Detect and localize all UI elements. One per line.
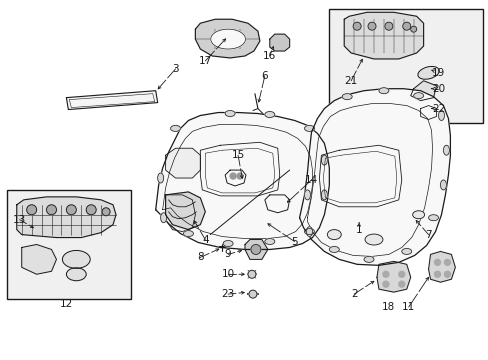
Text: 17: 17 xyxy=(198,56,211,66)
Circle shape xyxy=(382,281,388,287)
Text: 20: 20 xyxy=(431,84,444,94)
Text: 16: 16 xyxy=(263,51,276,61)
Bar xyxy=(7,190,131,299)
Polygon shape xyxy=(165,192,205,230)
Polygon shape xyxy=(155,113,328,249)
Text: 5: 5 xyxy=(291,237,297,247)
Ellipse shape xyxy=(326,230,341,239)
Polygon shape xyxy=(165,195,195,231)
Circle shape xyxy=(444,271,449,277)
Circle shape xyxy=(247,270,255,278)
Circle shape xyxy=(398,271,404,277)
Ellipse shape xyxy=(183,231,193,237)
Ellipse shape xyxy=(161,213,166,223)
Circle shape xyxy=(444,260,449,265)
Ellipse shape xyxy=(210,29,245,49)
Polygon shape xyxy=(427,251,454,282)
Text: 13: 13 xyxy=(13,215,26,225)
Polygon shape xyxy=(21,244,56,274)
Polygon shape xyxy=(66,91,157,109)
Text: 23: 23 xyxy=(221,289,234,299)
Polygon shape xyxy=(195,19,259,58)
Ellipse shape xyxy=(440,180,446,190)
Ellipse shape xyxy=(413,93,423,99)
Polygon shape xyxy=(299,89,449,265)
Circle shape xyxy=(434,271,440,277)
Ellipse shape xyxy=(66,268,86,281)
Ellipse shape xyxy=(401,248,411,255)
Circle shape xyxy=(27,205,37,215)
Text: 3: 3 xyxy=(172,64,179,74)
Circle shape xyxy=(384,22,392,30)
Polygon shape xyxy=(224,170,245,186)
Ellipse shape xyxy=(412,211,424,219)
Ellipse shape xyxy=(170,125,180,131)
Ellipse shape xyxy=(365,234,382,245)
Circle shape xyxy=(237,173,243,179)
Ellipse shape xyxy=(427,215,438,221)
Polygon shape xyxy=(165,148,200,178)
Circle shape xyxy=(86,205,96,215)
Text: 14: 14 xyxy=(304,175,318,185)
Text: 6: 6 xyxy=(261,71,267,81)
Polygon shape xyxy=(269,34,289,51)
Polygon shape xyxy=(410,81,436,100)
Text: 4: 4 xyxy=(202,234,208,244)
Ellipse shape xyxy=(321,155,326,165)
Text: 11: 11 xyxy=(401,302,414,312)
Polygon shape xyxy=(264,195,289,213)
Text: 10: 10 xyxy=(221,269,234,279)
Text: 9: 9 xyxy=(224,249,231,260)
Circle shape xyxy=(102,208,110,216)
Text: 8: 8 xyxy=(197,252,203,262)
Ellipse shape xyxy=(224,111,235,117)
Text: 15: 15 xyxy=(231,150,244,160)
Ellipse shape xyxy=(321,190,326,200)
Ellipse shape xyxy=(342,94,351,100)
Text: 7: 7 xyxy=(425,230,431,239)
Text: 19: 19 xyxy=(431,68,444,78)
Circle shape xyxy=(66,205,76,215)
Ellipse shape xyxy=(157,173,163,183)
Circle shape xyxy=(434,260,440,265)
Polygon shape xyxy=(376,261,410,292)
Ellipse shape xyxy=(304,229,314,235)
Ellipse shape xyxy=(304,190,310,200)
Ellipse shape xyxy=(264,112,274,117)
Circle shape xyxy=(230,173,236,179)
Polygon shape xyxy=(344,12,423,59)
Text: 2: 2 xyxy=(350,289,357,299)
Ellipse shape xyxy=(223,240,233,247)
Circle shape xyxy=(46,205,56,215)
Text: 21: 21 xyxy=(344,76,357,86)
Bar xyxy=(328,9,482,123)
Ellipse shape xyxy=(264,239,274,244)
Polygon shape xyxy=(420,105,436,120)
Polygon shape xyxy=(244,239,267,260)
Ellipse shape xyxy=(62,251,90,268)
Text: 22: 22 xyxy=(431,104,444,113)
Circle shape xyxy=(382,271,388,277)
Circle shape xyxy=(410,26,416,32)
Ellipse shape xyxy=(364,256,373,262)
Text: 1: 1 xyxy=(355,225,362,235)
Ellipse shape xyxy=(304,125,314,131)
Text: 12: 12 xyxy=(60,299,73,309)
Ellipse shape xyxy=(417,67,438,79)
Ellipse shape xyxy=(306,227,312,237)
Circle shape xyxy=(367,22,375,30)
Circle shape xyxy=(352,22,360,30)
Text: 18: 18 xyxy=(382,302,395,312)
Circle shape xyxy=(398,281,404,287)
Circle shape xyxy=(250,244,260,255)
Ellipse shape xyxy=(443,145,448,155)
Polygon shape xyxy=(17,197,116,238)
Ellipse shape xyxy=(438,111,444,121)
Circle shape xyxy=(248,290,256,298)
Ellipse shape xyxy=(378,88,388,94)
Circle shape xyxy=(402,22,410,30)
Ellipse shape xyxy=(328,247,339,252)
